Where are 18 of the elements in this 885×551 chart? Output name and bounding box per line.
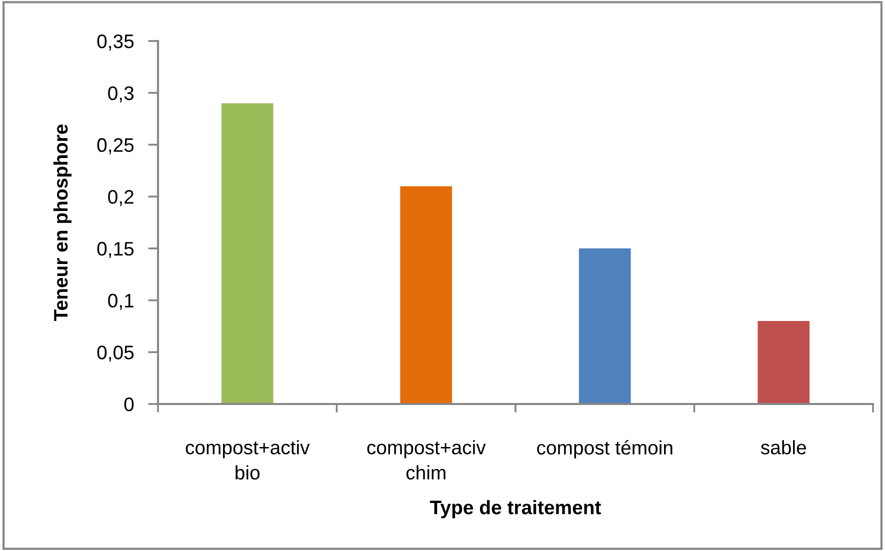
y-tick-label: 0,3 [108, 86, 134, 102]
bar [400, 186, 452, 404]
x-tick-label: compost témoin [537, 440, 672, 458]
y-tick-label: 0,25 [97, 138, 134, 154]
x-tick-label: sable [760, 440, 806, 454]
bar [221, 103, 274, 404]
x-axis-title: Type de traitement [430, 500, 601, 518]
y-tick-label: 0,1 [108, 294, 134, 310]
bar [758, 321, 810, 404]
y-tick-label: 0,15 [97, 242, 134, 258]
y-tick-label: 0,35 [97, 34, 134, 51]
y-axis-title: Teneur en phosphore [53, 124, 72, 321]
y-tick-label: 0,05 [97, 346, 134, 362]
y-tick-label: 0,2 [108, 190, 134, 206]
y-tick-label: 0 [124, 397, 134, 412]
x-tick-label: compost+activ bio [186, 440, 310, 480]
x-tick-label: compost+aciv chim [367, 440, 486, 480]
bar [578, 248, 631, 404]
